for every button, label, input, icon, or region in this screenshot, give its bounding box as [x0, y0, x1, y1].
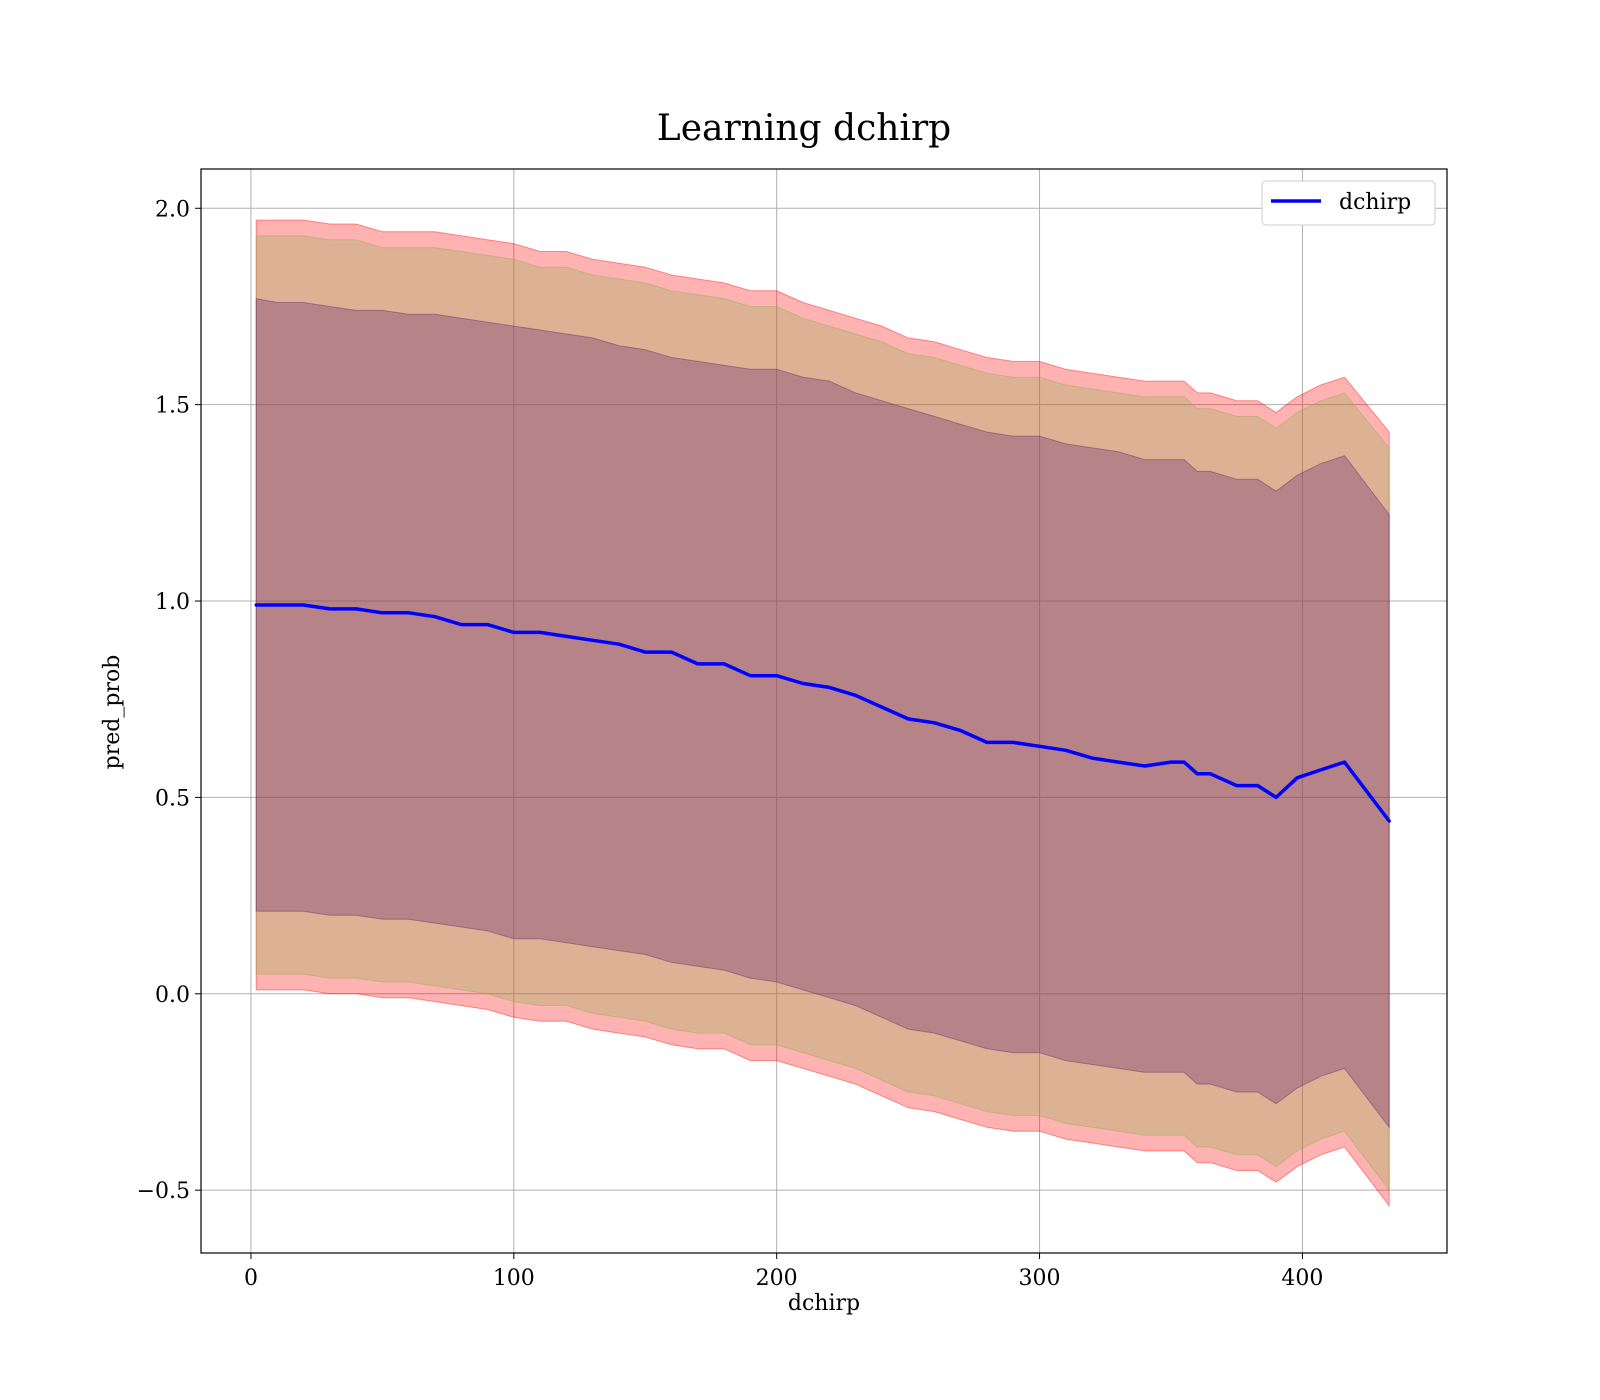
series-lines — [254, 603, 1391, 823]
y-tick-label-5: 2.0 — [155, 197, 190, 222]
axes-frame — [200, 168, 1448, 1254]
x-tick-label-0: 0 — [244, 1266, 258, 1291]
grid — [201, 169, 1447, 1253]
legend-box — [1261, 180, 1436, 226]
series-line-dchirp — [254, 603, 1391, 823]
band-inner — [255, 297, 1390, 1129]
y-tick-label-4: 1.5 — [155, 394, 190, 419]
x-tick-label-3: 300 — [1019, 1266, 1061, 1291]
band-outer — [255, 219, 1390, 1208]
x-tick-label-2: 200 — [756, 1266, 798, 1291]
x-axis-label: dchirp — [788, 1291, 860, 1316]
y-tick-label-0: −0.5 — [137, 1179, 190, 1204]
y-tick-label-1: 0.0 — [155, 983, 190, 1008]
y-axis-label: pred_prob — [100, 655, 125, 770]
confidence-bands — [255, 219, 1390, 1208]
legend-label-dchirp: dchirp — [1339, 190, 1411, 215]
axis-ticks: 0 100 200 300 400 −0.5 0.0 0.5 1.0 1.5 2.0 — [137, 197, 1324, 1291]
chart-title: Learning dchirp — [657, 108, 951, 149]
x-tick-label-4: 400 — [1281, 1266, 1323, 1291]
x-tick-label-1: 100 — [493, 1266, 535, 1291]
band-middle — [255, 235, 1390, 1192]
legend: dchirp — [1261, 180, 1436, 226]
y-tick-label-3: 1.0 — [155, 590, 190, 615]
y-tick-label-2: 0.5 — [155, 786, 190, 811]
